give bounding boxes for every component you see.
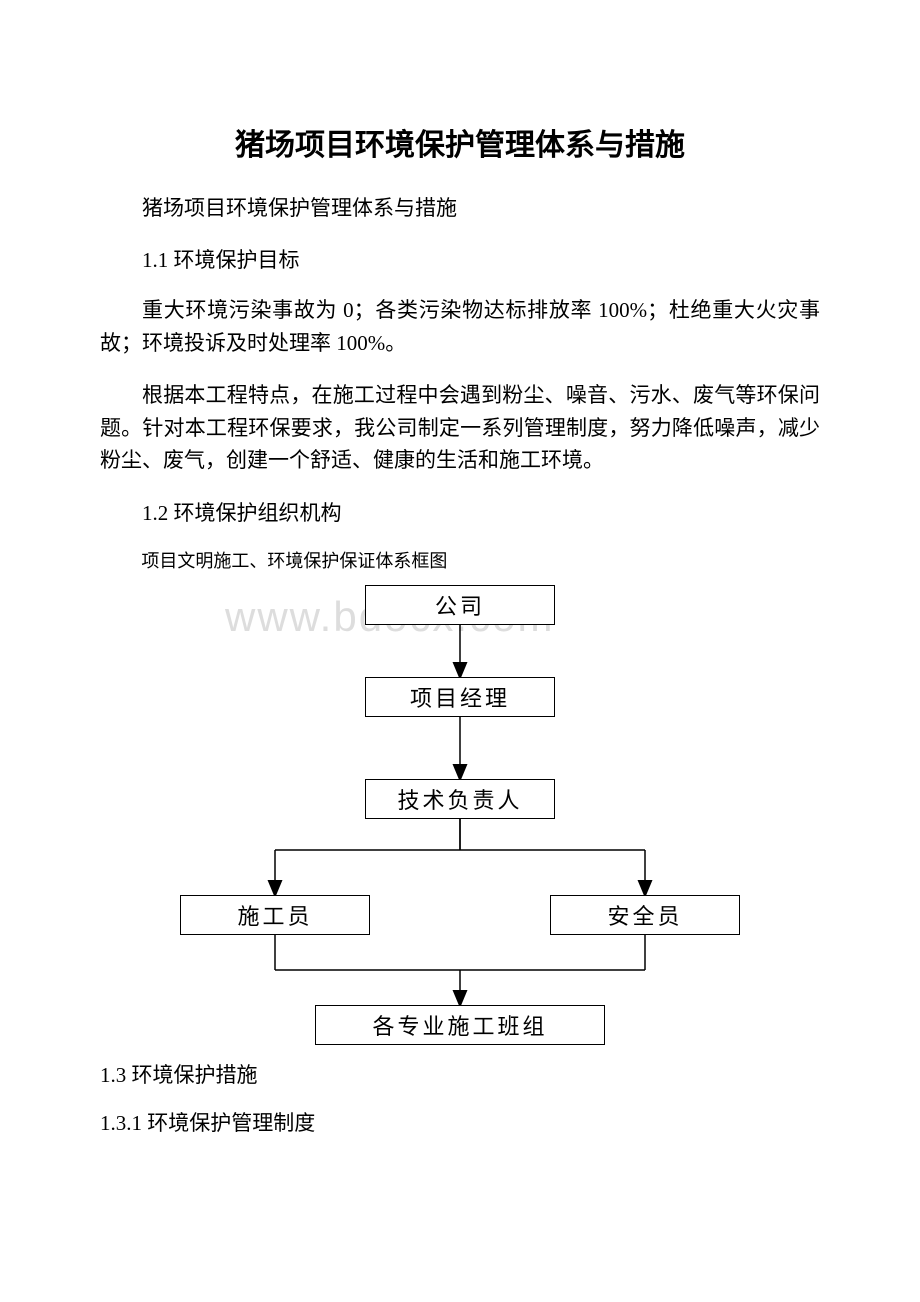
flowchart-node-n1: 公司 (365, 585, 555, 625)
section-1-2-heading: 1.2 环境保护组织机构 (100, 497, 820, 527)
flowchart-node-n6: 各专业施工班组 (315, 1005, 605, 1045)
flowchart-node-n2: 项目经理 (365, 677, 555, 717)
flowchart-node-n4: 施工员 (180, 895, 370, 935)
flowchart-node-n3: 技术负责人 (365, 779, 555, 819)
paragraph-1: 重大环境污染事故为 0；各类污染物达标排放率 100%；杜绝重大火灾事故；环境投… (100, 294, 820, 359)
flowchart-node-n5: 安全员 (550, 895, 740, 935)
section-1-3-heading: 1.3 环境保护措施 (100, 1059, 820, 1089)
section-1-1-heading: 1.1 环境保护目标 (100, 244, 820, 274)
diagram-caption: 项目文明施工、环境保护保证体系框图 (100, 547, 820, 573)
org-chart-diagram: www.bdocx.com 公司项目经理技术负责人施工员安全员各专业施工班组 (150, 585, 770, 1045)
section-1-3-1-heading: 1.3.1 环境保护管理制度 (100, 1107, 820, 1137)
paragraph-2: 根据本工程特点，在施工过程中会遇到粉尘、噪音、污水、废气等环保问题。针对本工程环… (100, 379, 820, 477)
subtitle-text: 猪场项目环境保护管理体系与措施 (100, 192, 820, 222)
page-title: 猪场项目环境保护管理体系与措施 (100, 120, 820, 164)
